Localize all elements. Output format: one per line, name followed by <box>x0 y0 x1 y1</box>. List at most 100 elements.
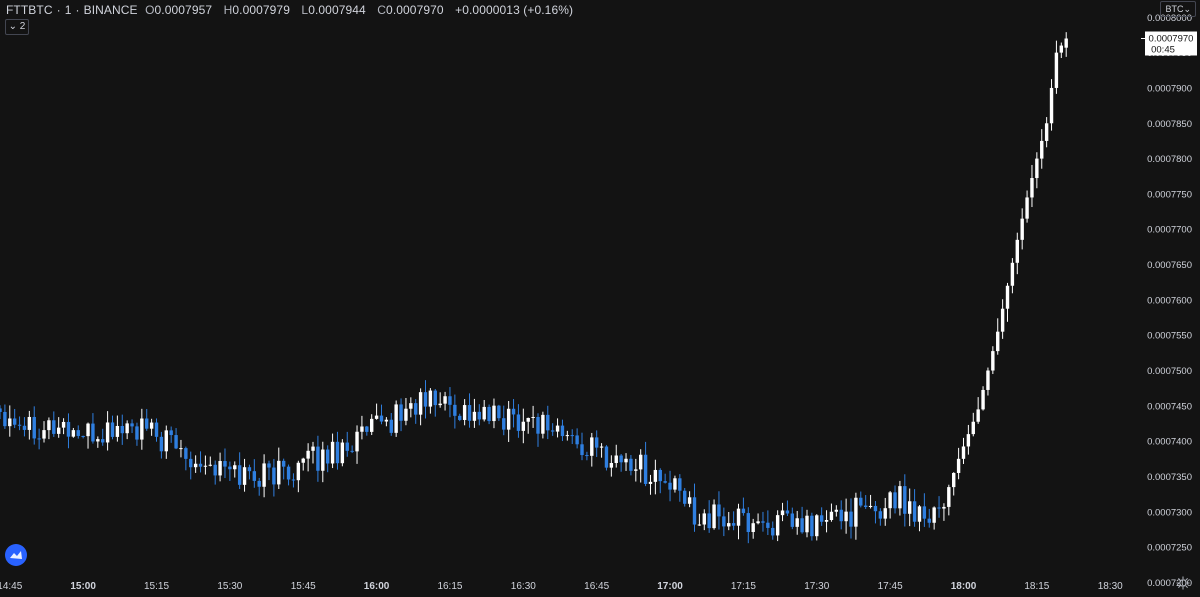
candle-down <box>580 444 584 456</box>
candle-up <box>86 423 90 437</box>
candle-down <box>81 435 85 437</box>
candle-up <box>321 449 325 471</box>
candle-up <box>712 504 716 529</box>
settings-gear-icon[interactable] <box>1176 576 1190 590</box>
chevron-down-icon: ⌄ <box>8 21 18 32</box>
candle-up <box>648 481 653 484</box>
candle-up <box>727 523 731 527</box>
price-tick-label: 0.0007350 <box>1147 472 1192 483</box>
candle-up <box>306 450 310 459</box>
candle-up <box>751 523 755 533</box>
exchange-name: BINANCE <box>83 3 138 17</box>
candle-down <box>692 497 697 525</box>
candle-down <box>585 455 589 457</box>
candle-down <box>272 467 276 485</box>
candle-down <box>184 448 188 459</box>
candles-layer <box>0 32 1068 544</box>
candle-up <box>1000 308 1005 332</box>
candle-down <box>819 515 824 522</box>
candle-up <box>756 521 760 524</box>
candle-down <box>325 449 330 464</box>
candle-up <box>795 518 799 527</box>
tradingview-logo-icon[interactable] <box>5 544 27 566</box>
time-tick-label: 17:45 <box>878 581 903 592</box>
candle-up <box>355 431 359 452</box>
candle-up <box>638 454 643 470</box>
candle-down <box>937 507 941 509</box>
candle-down <box>12 418 17 425</box>
candle-down <box>281 460 286 467</box>
candle-down <box>130 423 134 427</box>
candle-up <box>1064 38 1068 48</box>
candle-up <box>208 464 213 466</box>
candle-down <box>722 516 726 527</box>
candle-down <box>619 455 623 463</box>
candle-down <box>189 458 193 468</box>
candle-up <box>531 417 535 419</box>
candle-down <box>174 435 178 449</box>
candle-down <box>594 437 599 448</box>
last-price-value: 0.0007970 <box>1149 34 1194 45</box>
price-tick-label: 0.0007500 <box>1147 366 1192 377</box>
candle-down <box>76 430 80 436</box>
candle-down <box>3 411 7 427</box>
candle-down <box>101 439 105 443</box>
candle-up <box>296 462 301 481</box>
candle-up <box>149 422 154 429</box>
candle-up <box>27 416 32 430</box>
time-tick-label: 16:00 <box>364 581 390 592</box>
interval[interactable]: 1 <box>64 3 72 17</box>
candle-down <box>604 446 609 468</box>
candle-up <box>609 463 614 468</box>
candle-up <box>394 404 398 433</box>
candle-up <box>1059 45 1064 53</box>
candle-down <box>761 521 765 523</box>
time-tick-label: 14:45 <box>0 581 23 592</box>
time-tick-label: 15:00 <box>70 581 96 592</box>
time-tick-label: 17:30 <box>804 581 829 592</box>
price-tick-label: 0.0007650 <box>1147 260 1192 271</box>
time-tick-label: 15:15 <box>144 581 169 592</box>
candle-up <box>8 418 12 427</box>
candle-up <box>697 524 702 526</box>
candle-up <box>418 392 423 415</box>
candle-down <box>91 423 95 442</box>
candle-down <box>120 425 124 434</box>
candle-up <box>506 408 511 430</box>
candle-up <box>883 508 887 519</box>
candle-up <box>374 415 379 419</box>
currency-button[interactable]: BTC⌄ <box>1160 1 1196 17</box>
candle-up <box>105 422 110 443</box>
candle-down <box>790 513 795 527</box>
symbol-name[interactable]: FTTBTC <box>6 3 53 17</box>
candle-up <box>242 467 247 485</box>
candle-down <box>414 403 418 415</box>
candle-up <box>42 430 46 439</box>
candle-down <box>37 438 41 440</box>
candle-down <box>399 404 403 421</box>
candle-up <box>472 411 477 421</box>
time-tick-label: 18:00 <box>951 581 977 592</box>
candle-up <box>115 425 120 437</box>
indicator-collapse-button[interactable]: ⌄ 2 <box>5 19 29 35</box>
time-tick-label: 17:15 <box>731 581 756 592</box>
candle-up <box>687 497 692 504</box>
price-tick-label: 0.0007800 <box>1147 154 1192 165</box>
ohlc-high: H0.0007979 <box>223 3 290 17</box>
candle-down <box>477 411 482 420</box>
candle-down <box>629 458 633 471</box>
candle-up <box>370 418 374 432</box>
candle-down <box>52 420 56 434</box>
candle-up <box>673 478 677 490</box>
separator-dot: · <box>56 3 61 17</box>
candle-down <box>771 527 775 536</box>
candle-down <box>912 501 917 522</box>
candle-down <box>433 390 437 406</box>
candle-down <box>145 418 149 429</box>
candle-up <box>360 426 364 432</box>
price-tick-label: 0.0007200 <box>1147 578 1192 589</box>
candle-down <box>0 408 2 412</box>
candle-up <box>428 390 433 407</box>
